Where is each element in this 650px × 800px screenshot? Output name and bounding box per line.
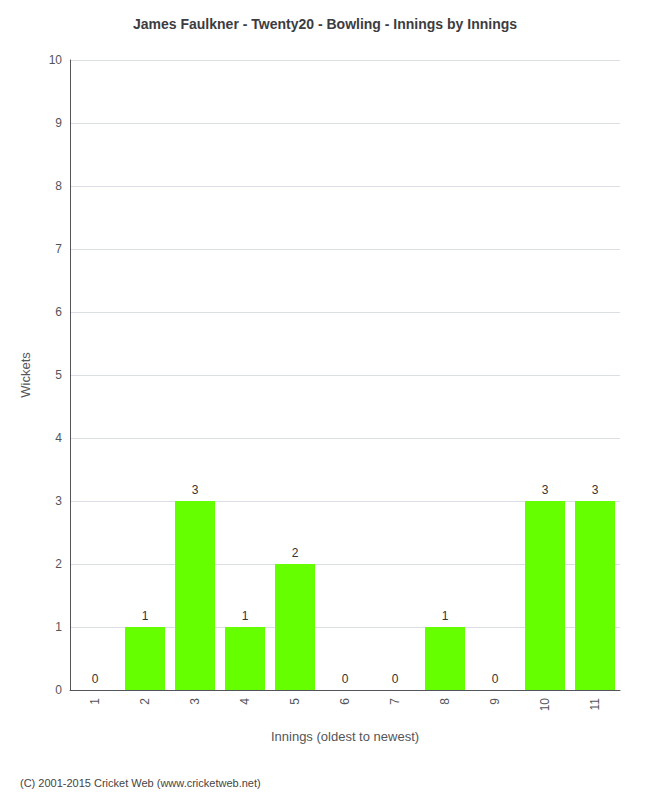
svg-text:4: 4 (55, 431, 62, 445)
svg-text:2: 2 (55, 557, 62, 571)
svg-text:1: 1 (88, 698, 102, 705)
svg-text:5: 5 (55, 368, 62, 382)
svg-text:1: 1 (242, 609, 249, 623)
svg-text:2: 2 (292, 546, 299, 560)
svg-text:8: 8 (438, 698, 452, 705)
svg-text:0: 0 (55, 683, 62, 697)
svg-text:0: 0 (342, 672, 349, 686)
svg-text:James Faulkner - Twenty20 - Bo: James Faulkner - Twenty20 - Bowling - In… (133, 16, 517, 32)
svg-text:7: 7 (55, 242, 62, 256)
svg-text:1: 1 (442, 609, 449, 623)
svg-text:8: 8 (55, 179, 62, 193)
svg-text:9: 9 (55, 116, 62, 130)
svg-text:6: 6 (55, 305, 62, 319)
svg-text:5: 5 (288, 698, 302, 705)
svg-text:10: 10 (49, 53, 63, 67)
svg-text:1: 1 (142, 609, 149, 623)
svg-text:3: 3 (192, 483, 199, 497)
svg-text:3: 3 (55, 494, 62, 508)
svg-text:10: 10 (538, 698, 552, 712)
svg-text:(C) 2001-2015 Cricket Web (www: (C) 2001-2015 Cricket Web (www.cricketwe… (20, 777, 261, 789)
svg-text:0: 0 (492, 672, 499, 686)
svg-text:3: 3 (542, 483, 549, 497)
svg-text:1: 1 (55, 620, 62, 634)
svg-text:9: 9 (488, 698, 502, 705)
svg-text:Wickets: Wickets (18, 352, 33, 398)
svg-text:3: 3 (188, 698, 202, 705)
svg-text:0: 0 (392, 672, 399, 686)
svg-text:4: 4 (238, 698, 252, 705)
svg-text:7: 7 (388, 698, 402, 705)
svg-text:Innings (oldest to newest): Innings (oldest to newest) (271, 729, 419, 744)
svg-text:2: 2 (138, 698, 152, 705)
svg-text:6: 6 (338, 698, 352, 705)
svg-text:11: 11 (588, 698, 602, 711)
svg-text:3: 3 (592, 483, 599, 497)
svg-text:0: 0 (92, 672, 99, 686)
